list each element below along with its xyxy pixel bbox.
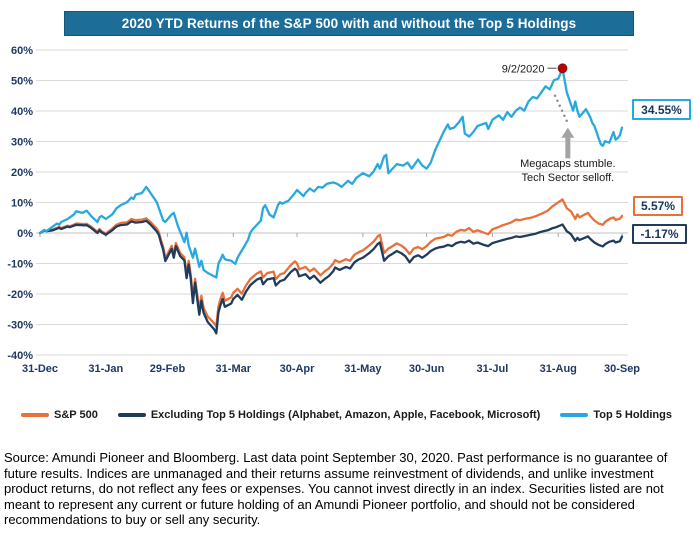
x-axis-tick-label: 29-Feb [150, 363, 186, 375]
legend-label: S&P 500 [54, 409, 98, 421]
chart-legend: S&P 500 Excluding Top 5 Holdings (Alphab… [0, 409, 693, 421]
y-axis-tick-label: -20% [7, 289, 33, 301]
legend-line-swatch-sp500 [21, 413, 50, 417]
y-axis-tick-label: -30% [7, 320, 33, 332]
peak-date-label: 9/2/2020 [502, 63, 545, 75]
y-axis-tick-label: 20% [11, 167, 33, 179]
callout-arrow-head-icon [561, 127, 575, 138]
end-value-text: -1.17% [640, 227, 679, 241]
callout-text-line: Tech Sector selloff. [521, 172, 614, 184]
x-axis-tick-label: 31-Aug [540, 363, 577, 375]
end-value-label-top-5-holdings: 34.55% [632, 99, 691, 120]
peak-marker-dot [557, 63, 568, 74]
legend-item-top-5-holdings: Top 5 Holdings [560, 409, 672, 421]
chart-title-bar: 2020 YTD Returns of the S&P 500 with and… [64, 11, 634, 36]
end-value-text: 5.57% [640, 199, 676, 213]
y-axis-tick-label: 60% [11, 45, 33, 57]
y-axis-tick-label: -10% [7, 259, 33, 271]
x-axis-tick-label: 31-Jan [88, 363, 123, 375]
callout-dotted-line [553, 94, 570, 125]
callout-text-line: Megacaps stumble. [520, 158, 615, 170]
series-line-top5 [38, 67, 624, 279]
x-axis-tick-label: 30-Jun [409, 363, 445, 375]
y-axis-tick-label: 30% [11, 137, 33, 149]
y-axis-tick-label: -40% [7, 350, 33, 362]
y-axis-tick-label: 10% [11, 198, 33, 210]
y-axis-tick-label: 0% [17, 228, 33, 240]
x-axis-tick-label: 31-Dec [22, 363, 58, 375]
series-line-ex-top5 [38, 219, 624, 335]
x-axis-tick-label: 31-Jul [477, 363, 509, 375]
legend-line-swatch-top-5-holdings [560, 413, 589, 417]
y-axis-tick-label: 50% [11, 76, 33, 88]
end-value-label-sp500: 5.57% [633, 196, 683, 216]
x-axis-tick-label: 31-Mar [216, 363, 252, 375]
x-axis-tick-label: 30-Sep [604, 363, 640, 375]
series-line-sp500 [38, 198, 624, 328]
x-axis-tick-label: 31-May [344, 363, 382, 375]
end-value-label-excluding-top-5: -1.17% [632, 224, 687, 244]
y-axis-tick-label: 40% [11, 106, 33, 118]
chart-title: 2020 YTD Returns of the S&P 500 with and… [121, 16, 577, 31]
legend-item-excluding-top-5: Excluding Top 5 Holdings (Alphabet, Amaz… [117, 409, 541, 421]
source-disclaimer: Source: Amundi Pioneer and Bloomberg. La… [4, 450, 668, 528]
legend-item-sp500: S&P 500 [21, 409, 98, 421]
chart-canvas: 60% 50% 40% 30% 20% 10% 0% -10% -20% -30% -40%31-D… [7, 45, 640, 375]
end-value-text: 34.55% [641, 102, 682, 117]
x-axis-tick-label: 30-Apr [280, 363, 316, 375]
legend-line-swatch-excluding-top-5 [117, 413, 146, 417]
legend-label: Top 5 Holdings [593, 409, 672, 421]
legend-label: Excluding Top 5 Holdings (Alphabet, Amaz… [150, 409, 541, 421]
